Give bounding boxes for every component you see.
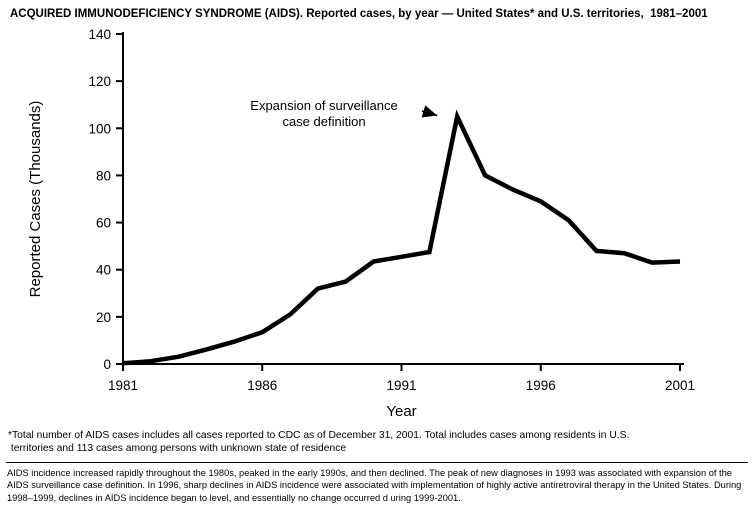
y-tick-label: 60 (96, 216, 111, 231)
annotation-arrow (421, 105, 438, 118)
x-tick-label: 1986 (247, 378, 277, 393)
x-tick-label: 1981 (108, 378, 138, 393)
divider (6, 462, 748, 464)
x-tick-label: 1996 (526, 378, 556, 393)
y-tick-label: 120 (88, 74, 111, 89)
y-tick-label: 20 (96, 310, 111, 325)
data-line (122, 109, 681, 366)
footnote: *Total number of AIDS cases includes all… (8, 430, 630, 455)
y-tick-label: 0 (103, 357, 111, 372)
y-axis-title: Reported Cases (Thousands) (27, 101, 44, 298)
x-tick-label: 1991 (386, 378, 416, 393)
x-axis-title: Year (386, 403, 416, 420)
annotation-line2: case definition (282, 114, 365, 129)
x-tick-label: 2001 (665, 378, 695, 393)
chart-title: ACQUIRED IMMUNODEFICIENCY SYNDROME (AIDS… (10, 8, 708, 20)
aids-line-chart: 0 20 40 60 80 100 120 140 1981 1986 1991 1996 2001 Re… (27, 27, 695, 420)
annotation-line1: Expansion of surveillance (250, 98, 397, 113)
y-tick-label: 80 (96, 168, 111, 183)
y-tick-label: 40 (96, 263, 111, 278)
y-tick-label: 100 (88, 121, 111, 136)
caption: AIDS incidence increased rapidly through… (7, 468, 742, 503)
y-tick-label: 140 (88, 27, 111, 42)
